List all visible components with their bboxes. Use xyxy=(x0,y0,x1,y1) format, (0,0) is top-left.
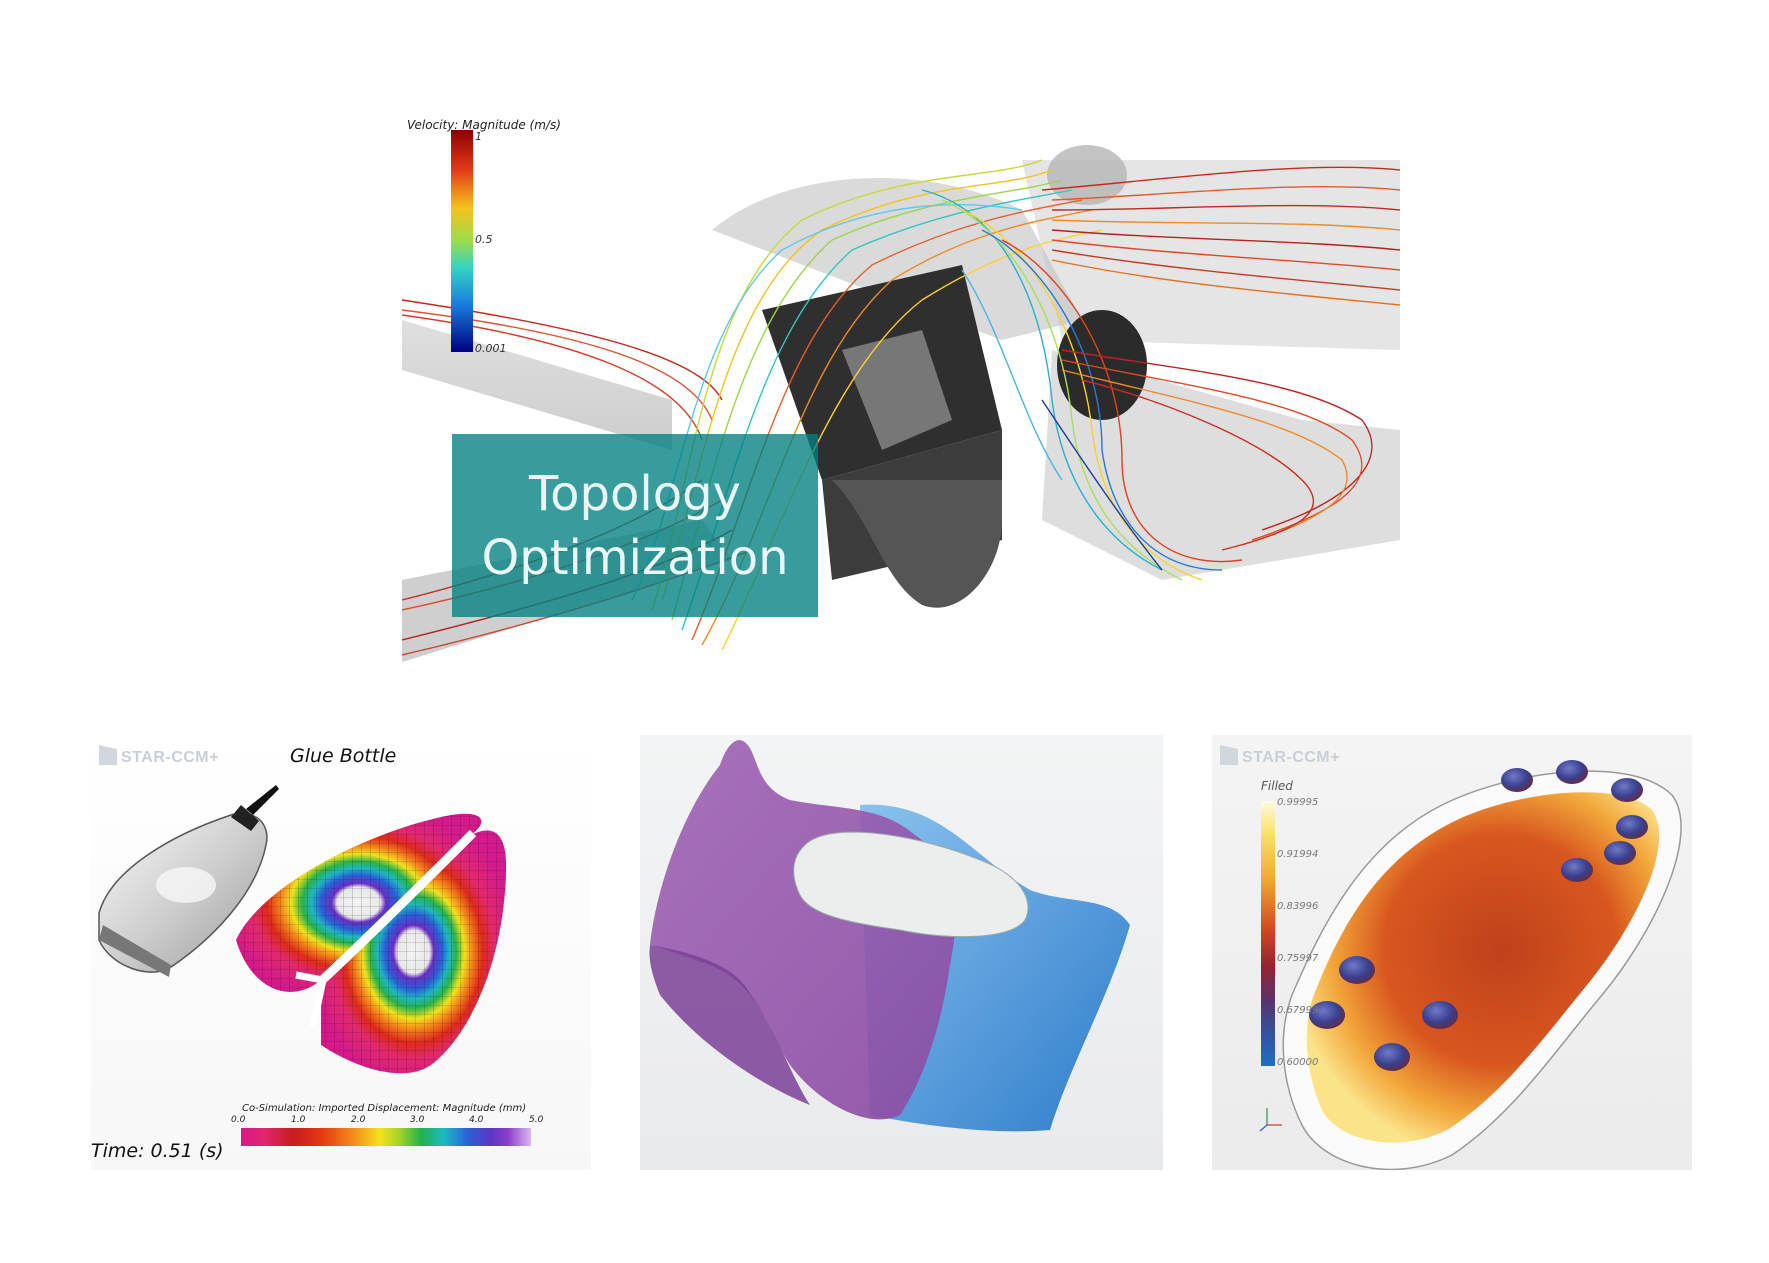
obstacle-base xyxy=(832,480,1002,608)
cosim-tick-2: 2.0 xyxy=(351,1115,366,1125)
topology-optimization-panel: Velocity: Magnitude (m/s) 1 0.5 0.001 To… xyxy=(402,100,1400,662)
axis-triad xyxy=(1259,1108,1282,1132)
star-ccm-logo: STAR-CCM+ xyxy=(99,745,219,767)
obstacle-face xyxy=(842,330,952,450)
filled-tick-5: 0.60000 xyxy=(1277,1057,1319,1068)
iron-handle-opening xyxy=(793,831,1029,938)
overlay-line-1: Topology xyxy=(529,465,741,522)
glue-bottle-panel: STAR-CCM+ Glue Bottle xyxy=(91,735,591,1170)
filled-colorbar xyxy=(1261,801,1275,1066)
shoe-sole-panel: STAR-CCM+ Filled 0.99995 0.91994 0.83996… xyxy=(1212,735,1692,1170)
velocity-mid-label: 0.5 xyxy=(475,233,493,246)
glue-bottle-title: Glue Bottle xyxy=(290,745,397,767)
displacement-colorbar-title: Co-Simulation: Imported Displacement: Ma… xyxy=(242,1103,527,1114)
displacement-colorbar xyxy=(241,1128,531,1146)
filled-tick-1: 0.91994 xyxy=(1277,849,1319,860)
filled-tick-0: 0.99995 xyxy=(1277,797,1319,808)
filled-tick-3: 0.75997 xyxy=(1277,953,1319,964)
velocity-colorbar xyxy=(451,130,473,352)
topology-optimization-overlay: Topology Optimization xyxy=(452,434,818,617)
pipe-junction xyxy=(1047,145,1127,205)
iron-sole-edge xyxy=(649,945,810,1105)
cosim-tick-4: 4.0 xyxy=(469,1115,484,1125)
iron-fill-panel xyxy=(640,735,1163,1170)
velocity-min-label: 0.001 xyxy=(475,342,507,355)
filled-tick-4: 0.67999 xyxy=(1277,1005,1319,1016)
filled-legend-title: Filled xyxy=(1261,779,1293,793)
cosim-tick-1: 1.0 xyxy=(291,1115,306,1125)
sole-render xyxy=(1259,760,1682,1170)
filled-tick-2: 0.83996 xyxy=(1277,901,1319,912)
velocity-legend-title: Velocity: Magnitude (m/s) xyxy=(407,118,561,132)
star-ccm-logo-2: STAR-CCM+ xyxy=(1220,745,1340,767)
cosim-tick-3: 3.0 xyxy=(410,1115,425,1125)
simulation-time-label: Time: 0.51 (s) xyxy=(91,1140,224,1162)
iron-render xyxy=(649,740,1130,1132)
sole-studs xyxy=(1309,760,1648,1071)
cosim-tick-0: 0.0 xyxy=(231,1115,246,1125)
glue-bottle-shape xyxy=(98,785,279,977)
inlet-pipe xyxy=(402,320,672,450)
displacement-mesh xyxy=(236,813,506,1074)
glue-bottle-render xyxy=(98,785,506,1074)
cosim-tick-5: 5.0 xyxy=(529,1115,544,1125)
overlay-line-2: Optimization xyxy=(481,529,789,586)
return-pipe xyxy=(1042,350,1400,580)
velocity-max-label: 1 xyxy=(475,130,482,143)
